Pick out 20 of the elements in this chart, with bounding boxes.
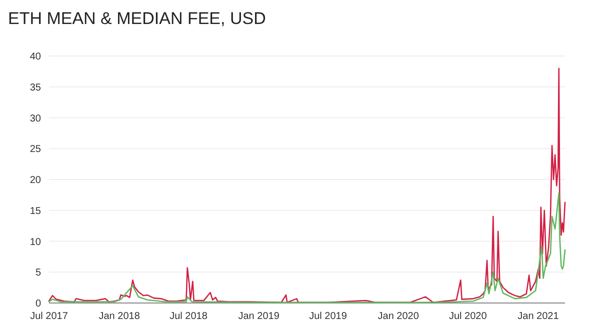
x-tick-label: Jan 2018: [98, 311, 140, 322]
y-tick-label: 20: [30, 175, 42, 186]
line-series: [48, 68, 566, 304]
y-tick-label: 35: [30, 82, 42, 94]
x-tick-label: Jul 2019: [309, 311, 348, 322]
x-tick-label: Jul 2018: [170, 311, 208, 322]
y-tick-label: 15: [30, 206, 42, 217]
line-series: [48, 192, 566, 304]
y-tick-label: 10: [30, 236, 42, 248]
x-tick-label: Jul 2017: [30, 311, 68, 322]
y-tick-label: 0: [35, 298, 42, 310]
y-tick-label: 5: [35, 268, 42, 279]
x-tick-label: Jan 2019: [238, 311, 280, 322]
y-tick-label: 30: [30, 113, 42, 124]
y-tick-label: 40: [30, 52, 42, 62]
x-tick-label: Jul 2020: [449, 311, 488, 322]
x-tick-label: Jan 2021: [518, 311, 560, 322]
y-tick-label: 25: [30, 144, 42, 156]
x-tick-label: Jan 2020: [378, 311, 420, 322]
chart-title: ETH MEAN & MEDIAN FEE, USD: [8, 9, 266, 28]
